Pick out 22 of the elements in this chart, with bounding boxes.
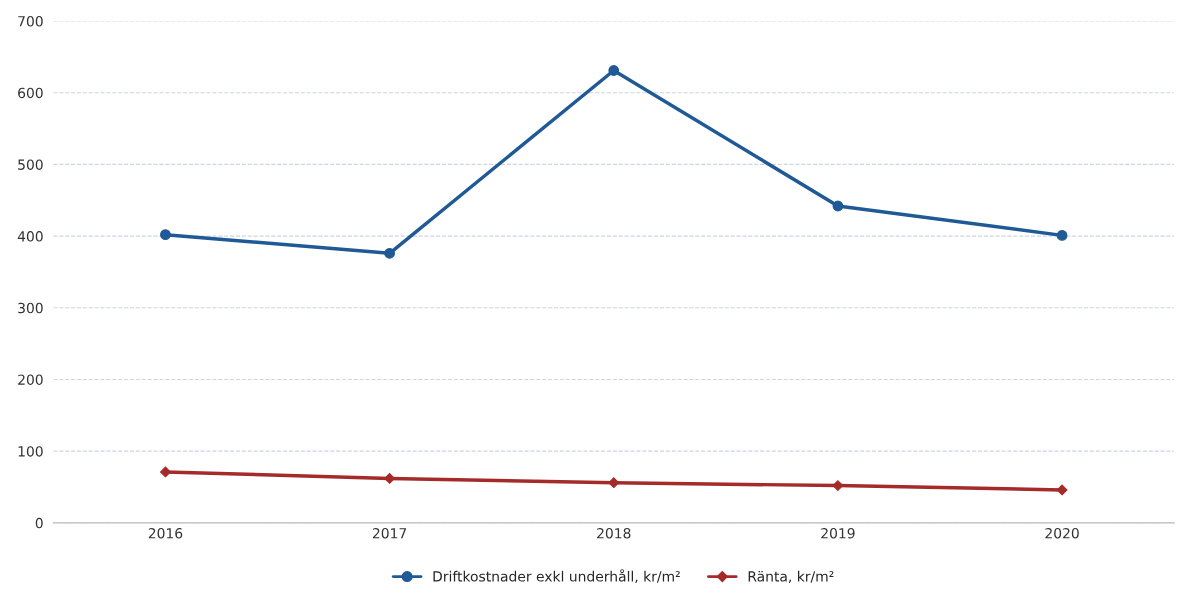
y-tick-label: 700	[18, 16, 43, 27]
y-tick-label: 300	[18, 302, 43, 314]
legend-label: Driftkostnader exkl underhåll, kr/m²	[433, 569, 680, 584]
point	[384, 247, 395, 259]
point	[832, 200, 844, 212]
point	[160, 229, 171, 241]
y-tick-label: 400	[17, 231, 43, 242]
y-tick-label: 100	[18, 446, 43, 457]
x-tick-label: 2018	[597, 527, 631, 539]
x-tick-label: 2017	[372, 527, 407, 539]
x-tick-label: 2016	[148, 527, 183, 539]
point	[1056, 230, 1068, 241]
y-tick-label: 0	[35, 517, 43, 529]
x-tick-label: 2020	[1045, 527, 1079, 539]
y-tick-label: 600	[18, 87, 43, 99]
point	[160, 466, 171, 478]
point	[1056, 484, 1068, 496]
y-tick-label: 200	[18, 374, 43, 385]
legend-label: Ränta, kr/m²	[748, 570, 834, 584]
x-tick-label: 2019	[821, 527, 855, 539]
y-tick-label: 500	[18, 159, 43, 170]
point	[608, 65, 620, 76]
